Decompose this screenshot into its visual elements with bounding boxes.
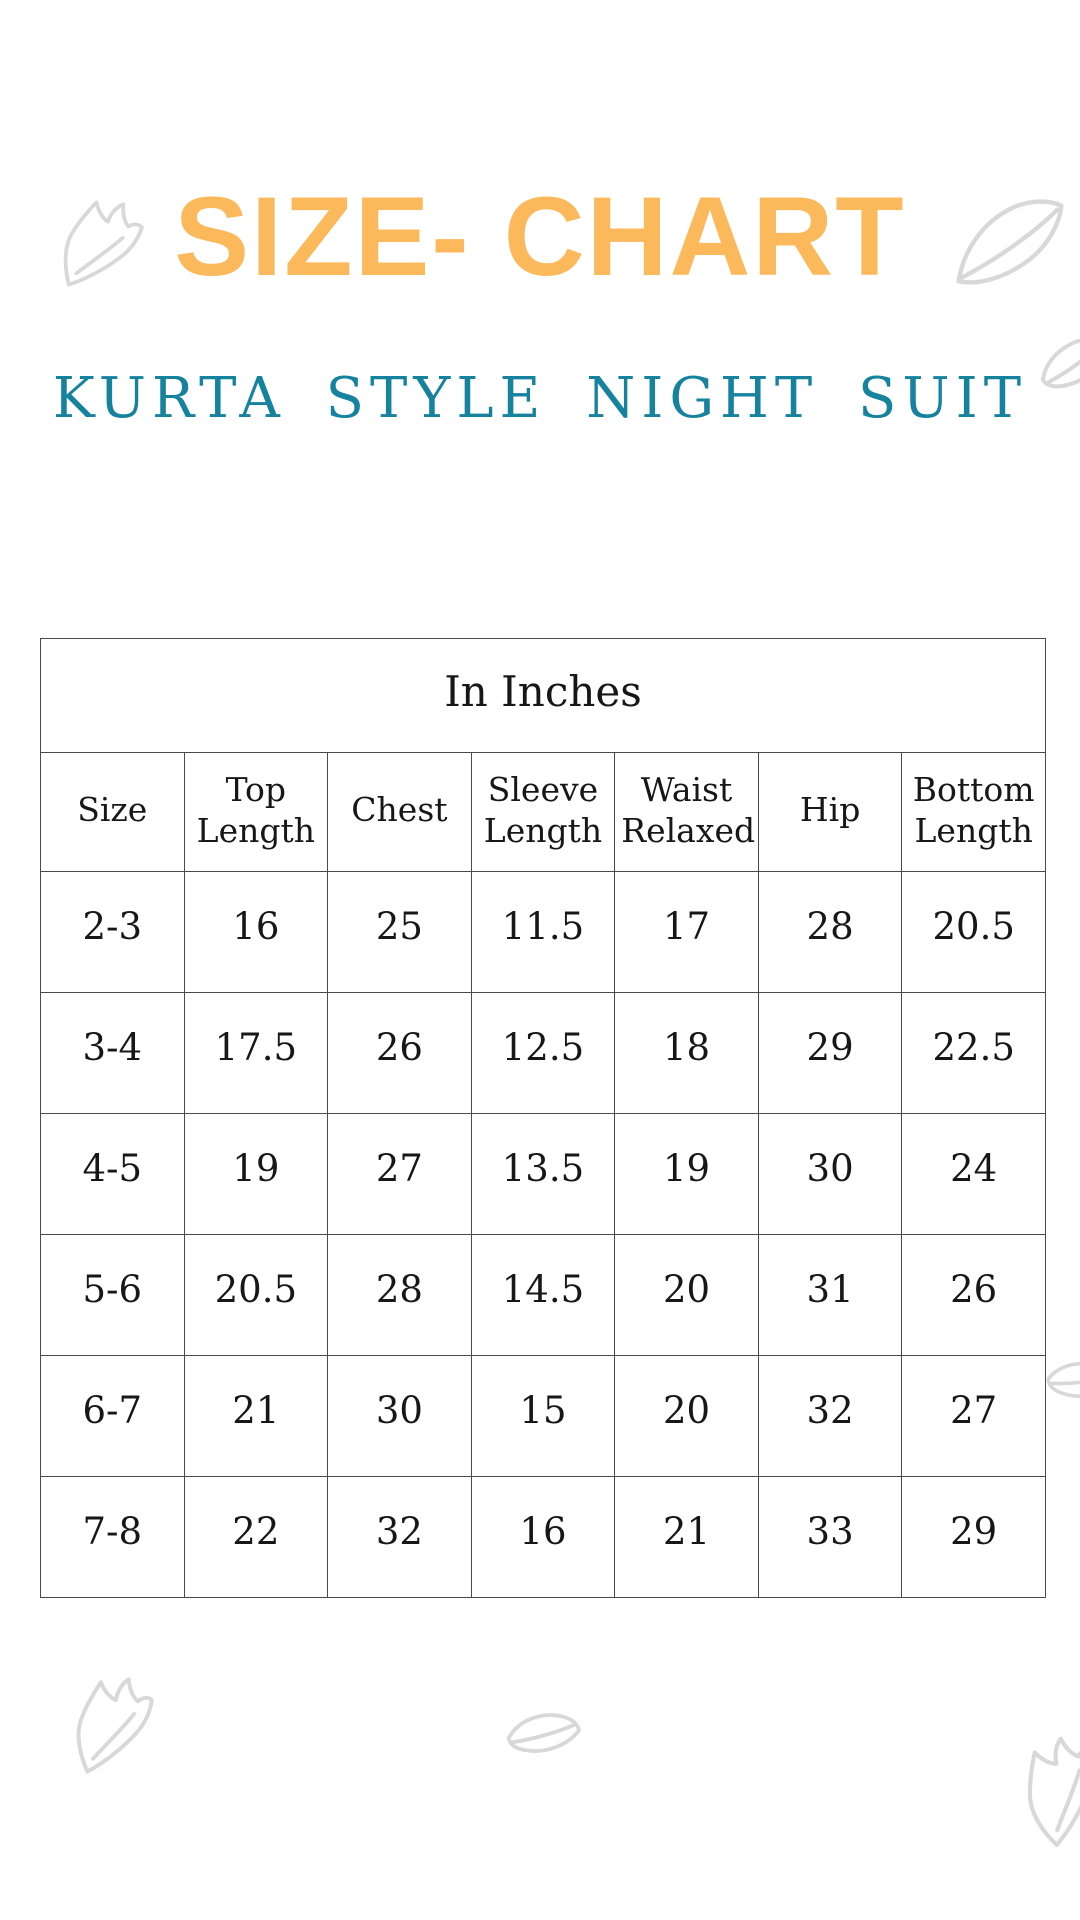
leaf-bottom-left-icon xyxy=(61,1671,167,1777)
table-row: 5-6 20.5 28 14.5 20 31 26 xyxy=(40,1234,1046,1356)
cell-bottom-length: 22.5 xyxy=(901,992,1046,1114)
page-subtitle: KURTA STYLE NIGHT SUIT xyxy=(52,366,1028,431)
col-header-bottom-length: Bottom Length xyxy=(901,752,1046,872)
cell-sleeve-length: 13.5 xyxy=(470,1113,616,1235)
cell-sleeve-length: 12.5 xyxy=(470,992,616,1114)
cell-chest: 26 xyxy=(327,992,472,1114)
cell-top-length: 22 xyxy=(183,1476,329,1598)
col-header-chest: Chest xyxy=(327,752,472,872)
cell-size: 5-6 xyxy=(40,1234,185,1356)
cell-bottom-length: 29 xyxy=(901,1476,1046,1598)
cell-sleeve-length: 11.5 xyxy=(470,871,616,993)
cell-top-length: 19 xyxy=(183,1113,329,1235)
cell-bottom-length: 20.5 xyxy=(901,871,1046,993)
cell-waist-relaxed: 17 xyxy=(614,871,759,993)
cell-hip: 30 xyxy=(757,1113,903,1235)
col-header-hip: Hip xyxy=(757,752,903,872)
cell-waist-relaxed: 18 xyxy=(614,992,759,1114)
cell-size: 6-7 xyxy=(40,1355,185,1477)
cell-top-length: 21 xyxy=(183,1355,329,1477)
col-header-size: Size xyxy=(40,752,185,872)
unit-header: In Inches xyxy=(40,638,1046,753)
cell-hip: 33 xyxy=(757,1476,903,1598)
cell-size: 2-3 xyxy=(40,871,185,993)
col-header-top-length: Top Length xyxy=(183,752,329,872)
leaf-bottom-right-icon xyxy=(999,1720,1080,1855)
cell-size: 3-4 xyxy=(40,992,185,1114)
cell-bottom-length: 24 xyxy=(901,1113,1046,1235)
cell-top-length: 20.5 xyxy=(183,1234,329,1356)
cell-sleeve-length: 16 xyxy=(470,1476,616,1598)
cell-sleeve-length: 15 xyxy=(470,1355,616,1477)
cell-top-length: 16 xyxy=(183,871,329,993)
cell-chest: 27 xyxy=(327,1113,472,1235)
cell-chest: 28 xyxy=(327,1234,472,1356)
cell-size: 7-8 xyxy=(40,1476,185,1598)
cell-chest: 30 xyxy=(327,1355,472,1477)
page-title: SIZE- CHART xyxy=(174,174,906,299)
cell-sleeve-length: 14.5 xyxy=(470,1234,616,1356)
cell-bottom-length: 26 xyxy=(901,1234,1046,1356)
cell-top-length: 17.5 xyxy=(183,992,329,1114)
cell-waist-relaxed: 20 xyxy=(614,1234,759,1356)
cell-bottom-length: 27 xyxy=(901,1355,1046,1477)
column-header-row: Size Top Length Chest Sleeve Length Wais… xyxy=(40,752,1046,872)
cell-waist-relaxed: 20 xyxy=(614,1355,759,1477)
leaf-bottom-center-icon xyxy=(504,1704,585,1762)
leaf-mid-right-icon xyxy=(1041,1347,1080,1413)
table-row: 6-7 21 30 15 20 32 27 xyxy=(40,1355,1046,1477)
cell-hip: 32 xyxy=(757,1355,903,1477)
table-row: 2-3 16 25 11.5 17 28 20.5 xyxy=(40,871,1046,993)
cell-waist-relaxed: 21 xyxy=(614,1476,759,1598)
col-header-waist-relaxed: Waist Relaxed xyxy=(614,752,759,872)
table-row: 7-8 22 32 16 21 33 29 xyxy=(40,1476,1046,1598)
unit-header-row: In Inches xyxy=(40,638,1046,753)
cell-waist-relaxed: 19 xyxy=(614,1113,759,1235)
cell-hip: 29 xyxy=(757,992,903,1114)
cell-hip: 28 xyxy=(757,871,903,993)
size-chart-table: In Inches Size Top Length Chest Sleeve L… xyxy=(40,638,1046,1598)
cell-chest: 32 xyxy=(327,1476,472,1598)
table-row: 3-4 17.5 26 12.5 18 29 22.5 xyxy=(40,992,1046,1114)
cell-hip: 31 xyxy=(757,1234,903,1356)
cell-size: 4-5 xyxy=(40,1113,185,1235)
table-row: 4-5 19 27 13.5 19 30 24 xyxy=(40,1113,1046,1235)
cell-chest: 25 xyxy=(327,871,472,993)
col-header-sleeve-length: Sleeve Length xyxy=(470,752,616,872)
